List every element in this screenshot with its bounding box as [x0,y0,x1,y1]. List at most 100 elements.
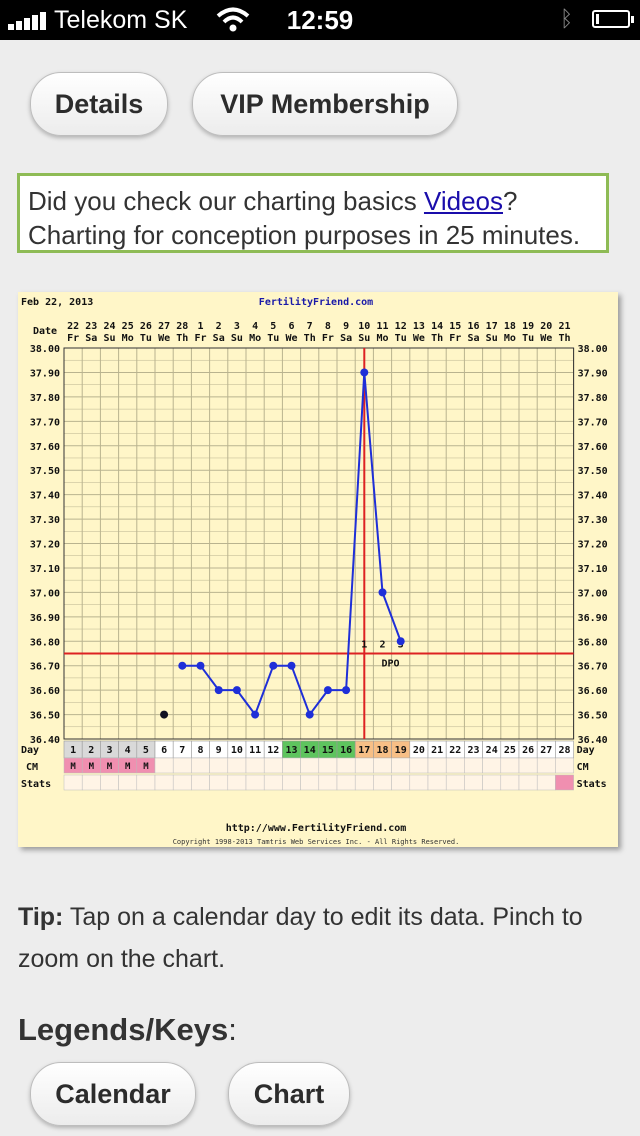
cycle-day-label[interactable]: 22 [449,745,461,756]
cycle-day-label[interactable]: 1 [70,745,76,756]
cycle-day-label[interactable]: 3 [106,745,112,756]
cycle-day-label[interactable]: 5 [143,745,149,756]
cycle-day-label[interactable]: 11 [249,745,261,756]
date-label[interactable]: 28 [176,321,188,332]
cycle-day-label[interactable]: 17 [358,745,370,756]
stats-cell[interactable] [300,774,320,791]
cm-cell[interactable] [445,757,465,774]
cm-mark[interactable]: M [125,762,131,772]
date-label[interactable]: 6 [288,321,294,332]
stats-cell[interactable] [318,774,338,791]
temperature-point[interactable] [214,686,223,695]
cm-cell[interactable] [482,757,502,774]
stats-cell[interactable] [100,774,119,791]
cm-mark[interactable]: M [143,762,149,772]
weekday-label[interactable]: Fr [194,333,206,344]
stats-cell[interactable] [118,774,138,791]
stats-cell[interactable] [445,774,465,791]
stats-cell[interactable] [172,774,192,791]
cm-cell[interactable] [464,757,483,774]
cm-cell[interactable] [154,757,174,774]
weekday-label[interactable]: Sa [467,333,479,344]
date-label[interactable]: 3 [234,321,240,332]
date-label[interactable]: 8 [325,321,331,332]
temperature-point[interactable] [196,661,205,670]
cycle-day-label[interactable]: 2 [88,745,94,756]
cycle-day-label[interactable]: 4 [125,745,131,756]
stats-cell[interactable] [282,774,301,791]
weekday-label[interactable]: Mo [122,333,134,344]
stats-cell[interactable] [518,774,538,791]
stats-cell[interactable] [81,774,101,791]
cycle-day-label[interactable]: 7 [179,745,185,756]
cycle-day-label[interactable]: 14 [304,745,316,756]
date-label[interactable]: 7 [307,321,313,332]
cm-cell[interactable] [263,757,283,774]
stats-cell[interactable] [227,774,247,791]
stats-cell[interactable] [336,774,356,791]
cm-cell[interactable] [518,757,538,774]
date-label[interactable]: 11 [376,321,388,332]
weekday-label[interactable]: Mo [504,333,516,344]
date-label[interactable]: 25 [122,321,134,332]
weekday-label[interactable]: Tu [140,333,152,344]
fertility-chart[interactable]: Feb 22, 2013 FertilityFriend.com Date 22 Fr 2… [18,292,618,847]
calendar-legend-button[interactable]: Calendar [30,1062,196,1126]
cycle-day-label[interactable]: 28 [558,745,570,756]
date-label[interactable]: 18 [504,321,516,332]
stats-cell[interactable] [154,774,174,791]
weekday-label[interactable]: Tu [267,333,279,344]
stats-cell[interactable] [536,774,556,791]
stats-cell[interactable] [191,774,210,791]
date-label[interactable]: 16 [467,321,479,332]
cm-cell[interactable] [191,757,210,774]
date-label[interactable]: 19 [522,321,534,332]
cm-cell[interactable] [373,757,392,774]
temperature-point[interactable] [269,661,278,670]
cm-cell[interactable] [555,757,574,774]
cm-cell[interactable] [300,757,320,774]
date-label[interactable]: 17 [486,321,498,332]
weekday-label[interactable]: Fr [449,333,461,344]
date-label[interactable]: 15 [449,321,461,332]
cycle-day-label[interactable]: 18 [376,745,388,756]
cycle-day-label[interactable]: 6 [161,745,167,756]
weekday-label[interactable]: Th [558,333,570,344]
cycle-day-label[interactable]: 12 [267,745,279,756]
weekday-label[interactable]: Tu [395,333,407,344]
stats-cell[interactable] [482,774,502,791]
weekday-label[interactable]: Mo [249,333,261,344]
stats-cell[interactable] [209,774,229,791]
temperature-point[interactable] [342,686,351,695]
vip-membership-button[interactable]: VIP Membership [192,72,458,136]
weekday-label[interactable]: We [413,333,425,344]
weekday-label[interactable]: Su [358,333,370,344]
chart-footer-url[interactable]: http://www.FertilityFriend.com [226,822,407,834]
cm-mark[interactable]: M [89,762,95,772]
cm-cell[interactable] [354,757,374,774]
chart-legend-button[interactable]: Chart [228,1062,350,1126]
stats-cell[interactable] [63,774,83,791]
stats-cell[interactable] [427,774,447,791]
date-label[interactable]: 14 [431,321,443,332]
cm-cell[interactable] [227,757,247,774]
cycle-day-label[interactable]: 13 [285,745,297,756]
temperature-point[interactable] [378,588,387,597]
weekday-label[interactable]: Sa [85,333,97,344]
cycle-day-label[interactable]: 16 [340,745,352,756]
cycle-day-label[interactable]: 8 [197,745,203,756]
stats-cell[interactable] [245,774,265,791]
date-label[interactable]: 1 [197,321,203,332]
temperature-point[interactable] [287,661,296,670]
stats-cell[interactable] [136,774,156,791]
weekday-label[interactable]: Mo [376,333,388,344]
cm-mark[interactable]: M [107,762,113,772]
date-label[interactable]: 24 [103,321,115,332]
cm-cell[interactable] [500,757,520,774]
weekday-label[interactable]: Fr [322,333,334,344]
cm-cell[interactable] [391,757,411,774]
stats-cell[interactable] [354,774,374,791]
stats-cell[interactable] [391,774,411,791]
temperature-point[interactable] [232,686,241,695]
weekday-label[interactable]: We [285,333,297,344]
